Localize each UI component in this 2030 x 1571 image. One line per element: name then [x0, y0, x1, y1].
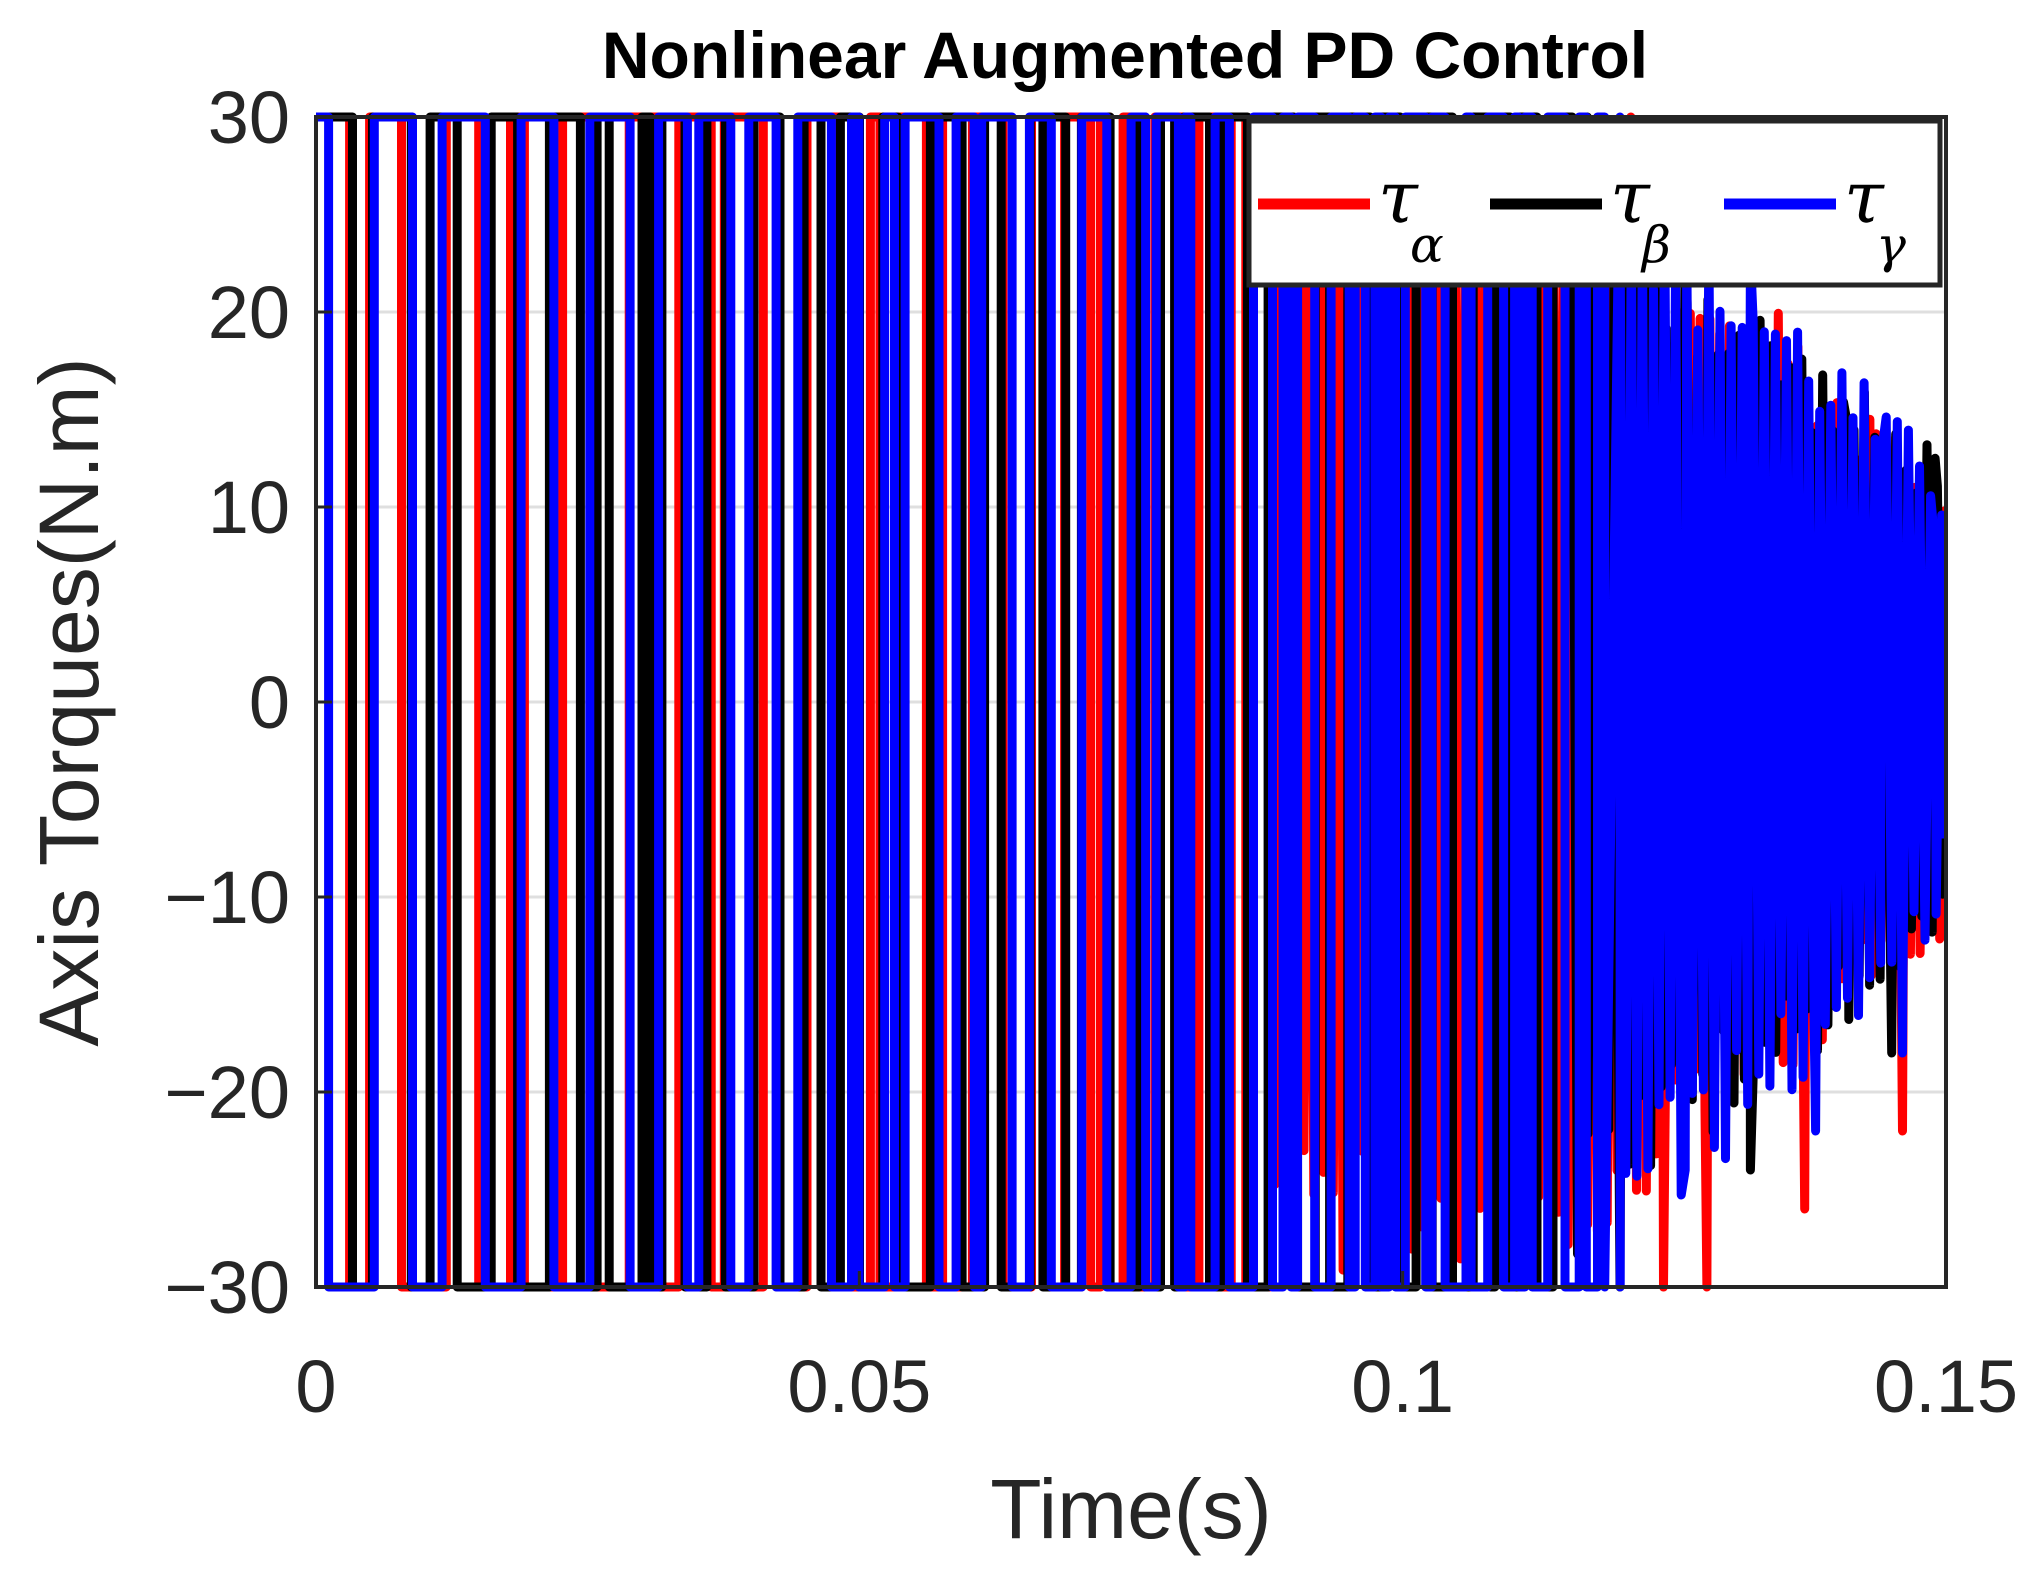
- legend-subscript-0: α: [1410, 216, 1444, 274]
- y-tick-label: −20: [164, 1051, 290, 1134]
- y-tick-label: 10: [208, 466, 290, 549]
- x-tick-label: 0.05: [787, 1345, 931, 1428]
- plot-area: 0 0.05 0.1 0.15 −30 −20 −10 0 10 20 30: [164, 76, 2018, 1428]
- y-tick-label: 30: [208, 76, 290, 159]
- legend-label-0: τ: [1378, 155, 1419, 239]
- y-tick-label: 0: [249, 661, 290, 744]
- x-tick-label: 0.15: [1874, 1345, 2018, 1428]
- legend-subscript-1: β: [1640, 216, 1671, 274]
- y-tick-label: 20: [208, 271, 290, 354]
- tick-layer: 0 0.05 0.1 0.15 −30 −20 −10 0 10 20 30: [164, 76, 2018, 1428]
- legend-label-2: τ: [1844, 155, 1885, 239]
- legend-label-1: τ: [1610, 155, 1651, 239]
- y-tick-label: −10: [164, 856, 290, 939]
- y-axis-label: Axis Torques(N.m): [22, 357, 116, 1046]
- x-tick-label: 0.1: [1351, 1345, 1454, 1428]
- chart-title: Nonlinear Augmented PD Control: [602, 18, 1648, 92]
- y-tick-label: −30: [164, 1246, 290, 1329]
- x-axis-label: Time(s): [990, 1462, 1272, 1556]
- legend-subscript-2: γ: [1876, 216, 1906, 274]
- x-tick-label: 0: [295, 1345, 336, 1428]
